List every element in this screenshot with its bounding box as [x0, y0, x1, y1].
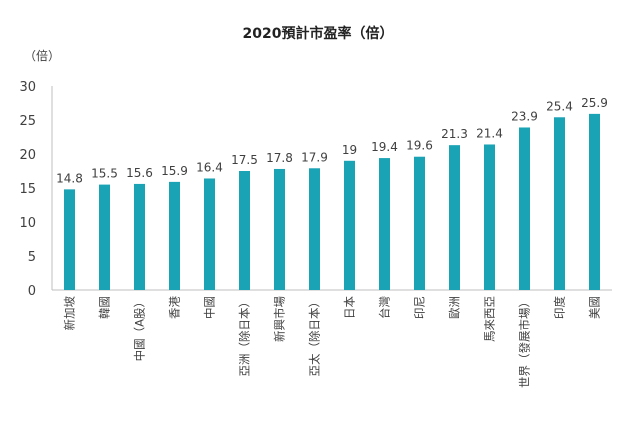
y-tick-label: 30	[19, 80, 36, 95]
y-tick-labels: 0 5 10 15 20 25 30	[19, 80, 36, 299]
bar	[204, 178, 215, 290]
bar	[239, 171, 250, 290]
data-label: 19.4	[371, 140, 398, 154]
data-label: 15.6	[126, 166, 153, 180]
data-label: 23.9	[511, 109, 538, 123]
data-labels: 14.8 15.5 15.6 15.9 16.4 17.5 17.8 17.9 19 19.4 19…	[56, 96, 608, 185]
data-label: 21.3	[441, 127, 468, 141]
x-tick-label: 台灣	[378, 296, 392, 319]
x-tick-label: 中國	[203, 296, 217, 319]
bar	[554, 117, 565, 290]
data-label: 19.6	[406, 139, 433, 153]
y-tick-label: 25	[19, 114, 36, 129]
data-label: 25.4	[546, 99, 573, 113]
bar	[99, 184, 110, 290]
x-tick-label: 美國	[588, 296, 602, 319]
chart-title: 2020預計市盈率（倍）	[243, 25, 394, 42]
bar	[484, 144, 495, 290]
x-tick-label: 香港	[168, 296, 182, 319]
x-tick-label: 歐洲	[448, 296, 462, 319]
x-tick-label: 印尼	[413, 296, 427, 319]
bar	[344, 160, 355, 290]
y-tick-label: 10	[19, 216, 36, 231]
data-label: 25.9	[581, 96, 608, 110]
x-tick-labels: 新加坡 韓國 中國（A股） 香港 中國 亞洲（除日本） 新興市場 亞太（除日本） 日本 台灣 印尼歐…	[63, 296, 602, 388]
y-tick-label: 20	[19, 148, 36, 163]
bar	[134, 183, 145, 290]
data-label: 16.4	[196, 160, 223, 174]
x-tick-label: 馬來西亞	[483, 296, 497, 342]
bar	[414, 156, 425, 290]
y-tick-label: 5	[28, 250, 36, 265]
bar	[169, 181, 180, 290]
bar	[309, 168, 320, 290]
x-tick-label: 中國（A股）	[133, 296, 147, 361]
data-label: 14.8	[56, 171, 83, 185]
data-label: 15.9	[161, 164, 188, 178]
x-tick-label: 亞太（除日本）	[308, 296, 322, 377]
bar	[379, 158, 390, 290]
data-label: 21.4	[476, 126, 503, 140]
bar	[64, 189, 75, 290]
bar	[589, 113, 600, 290]
data-label: 17.8	[266, 151, 293, 165]
x-tick-label: 世界（發展市場）	[518, 296, 532, 388]
data-label: 15.5	[91, 167, 118, 181]
y-tick-label: 15	[19, 182, 36, 197]
y-tick-label: 0	[28, 284, 36, 299]
x-tick-label: 日本	[343, 296, 357, 319]
x-tick-label: 亞洲（除日本）	[238, 296, 252, 377]
x-tick-label: 印度	[553, 296, 567, 319]
data-label: 19	[342, 143, 357, 157]
x-tick-label: 新加坡	[63, 296, 77, 331]
bars	[64, 113, 600, 290]
x-tick-label: 韓國	[98, 296, 112, 319]
bar	[519, 127, 530, 290]
bar	[274, 168, 285, 290]
y-unit-label: （倍）	[24, 48, 60, 63]
bar	[449, 145, 460, 290]
x-tick-label: 新興市場	[273, 296, 287, 342]
data-label: 17.9	[301, 150, 328, 164]
data-label: 17.5	[231, 153, 258, 167]
